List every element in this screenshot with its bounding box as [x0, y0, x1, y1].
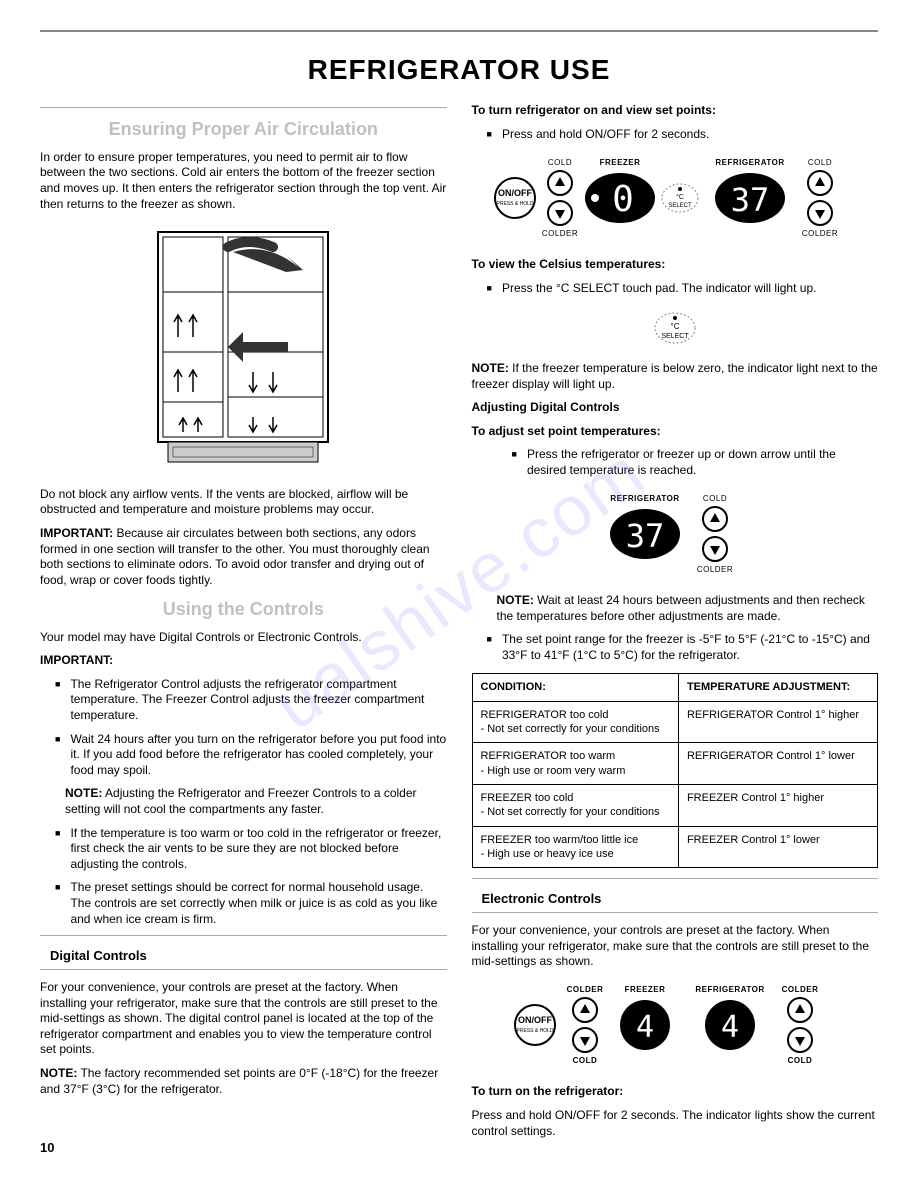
- turn-on-b1: Press and hold ON/OFF for 2 seconds.: [472, 127, 879, 143]
- svg-text:COLDER: COLDER: [697, 565, 733, 574]
- rule: [40, 107, 447, 108]
- svg-text:4: 4: [636, 1010, 654, 1045]
- turn-on2-p: Press and hold ON/OFF for 2 seconds. The…: [472, 1108, 879, 1139]
- air-p1: In order to ensure proper temperatures, …: [40, 150, 447, 212]
- table-header-condition: CONDITION:: [472, 674, 678, 701]
- table-cell: REFRIGERATOR Control 1° lower: [678, 743, 877, 785]
- svg-text:0: 0: [612, 179, 634, 220]
- electronic-controls-header: Electronic Controls: [472, 891, 879, 908]
- svg-text:COLDER: COLDER: [781, 985, 818, 994]
- table-cell: FREEZER Control 1° lower: [678, 826, 877, 868]
- svg-text:FREEZER: FREEZER: [624, 985, 665, 994]
- svg-text:37: 37: [730, 181, 769, 219]
- range-b1: The set point range for the freezer is -…: [472, 632, 879, 663]
- table-header-adjustment: TEMPERATURE ADJUSTMENT:: [678, 674, 877, 701]
- svg-text:PRESS & HOLD: PRESS & HOLD: [496, 201, 533, 207]
- table-cell: REFRIGERATOR Control 1° higher: [678, 701, 877, 743]
- turn-on2-header: To turn on the refrigerator:: [472, 1084, 879, 1100]
- turn-on-header: To turn refrigerator on and view set poi…: [472, 103, 879, 119]
- svg-text:37: 37: [625, 517, 664, 555]
- svg-text:COLDER: COLDER: [566, 985, 603, 994]
- c-select-icon: °C SELECT: [472, 306, 879, 351]
- svg-text:COLDER: COLDER: [802, 229, 838, 238]
- fridge-diagram: [40, 222, 447, 477]
- table-cell: FREEZER Control 1° higher: [678, 784, 877, 826]
- controls-p1: Your model may have Digital Controls or …: [40, 630, 447, 646]
- top-rule: [40, 30, 878, 32]
- rule: [40, 935, 447, 936]
- digital-note: NOTE: The factory recommended set points…: [40, 1066, 447, 1097]
- right-column: To turn refrigerator on and view set poi…: [472, 103, 879, 1147]
- controls-important-label: IMPORTANT:: [40, 653, 447, 669]
- bullet-2: Wait 24 hours after you turn on the refr…: [40, 732, 447, 779]
- table-cell: REFRIGERATOR too warm- High use or room …: [472, 743, 678, 785]
- svg-text:SELECT: SELECT: [668, 203, 692, 209]
- bullet-4: The preset settings should be correct fo…: [40, 880, 447, 927]
- adjust-sub: To adjust set point temperatures:: [472, 424, 879, 440]
- refrigerator-adjust-diagram: REFRIGERATOR 37 COLD COLDER: [472, 489, 879, 584]
- celsius-note: NOTE: If the freezer temperature is belo…: [472, 361, 879, 392]
- svg-text:SELECT: SELECT: [661, 333, 689, 340]
- bullet-2-note: NOTE: Adjusting the Refrigerator and Fre…: [65, 786, 447, 817]
- svg-text:COLD: COLD: [703, 494, 727, 503]
- air-circulation-heading: Ensuring Proper Air Circulation: [40, 118, 447, 141]
- svg-text:FREEZER: FREEZER: [599, 158, 640, 167]
- content-columns: Ensuring Proper Air Circulation In order…: [40, 103, 878, 1147]
- bullet-3: If the temperature is too warm or too co…: [40, 826, 447, 873]
- svg-text:COLD: COLD: [787, 1056, 812, 1065]
- air-p2: Do not block any airflow vents. If the v…: [40, 487, 447, 518]
- table-cell: REFRIGERATOR too cold- Not set correctly…: [472, 701, 678, 743]
- svg-text:REFRIGERATOR: REFRIGERATOR: [610, 494, 679, 503]
- adjust-note: NOTE: Wait at least 24 hours between adj…: [497, 593, 879, 624]
- adjustment-table: CONDITION: TEMPERATURE ADJUSTMENT: REFRI…: [472, 673, 879, 868]
- left-column: Ensuring Proper Air Circulation In order…: [40, 103, 447, 1147]
- rule: [472, 878, 879, 879]
- adjust-header: Adjusting Digital Controls: [472, 400, 879, 416]
- svg-text:°C: °C: [670, 322, 679, 331]
- svg-text:4: 4: [721, 1010, 739, 1045]
- page-number: 10: [40, 1140, 54, 1157]
- svg-text:COLD: COLD: [808, 158, 832, 167]
- table-cell: FREEZER too warm/too little ice- High us…: [472, 826, 678, 868]
- table-cell: FREEZER too cold- Not set correctly for …: [472, 784, 678, 826]
- electronic-control-panel: ON/OFF PRESS & HOLD COLDER COLD FREEZER …: [472, 980, 879, 1075]
- svg-text:°C: °C: [676, 193, 684, 201]
- svg-text:COLD: COLD: [572, 1056, 597, 1065]
- air-important: IMPORTANT: Because air circulates betwee…: [40, 526, 447, 588]
- svg-text:COLD: COLD: [548, 158, 572, 167]
- svg-text:REFRIGERATOR: REFRIGERATOR: [695, 985, 764, 994]
- rule: [472, 912, 879, 913]
- celsius-header: To view the Celsius temperatures:: [472, 257, 879, 273]
- svg-text:COLDER: COLDER: [542, 229, 578, 238]
- controls-heading: Using the Controls: [40, 598, 447, 621]
- svg-text:REFRIGERATOR: REFRIGERATOR: [715, 158, 784, 167]
- svg-text:ON/OFF: ON/OFF: [518, 1015, 552, 1025]
- rule: [40, 969, 447, 970]
- svg-text:ON/OFF: ON/OFF: [498, 188, 532, 198]
- page-title: REFRIGERATOR USE: [40, 52, 878, 88]
- svg-text:PRESS & HOLD: PRESS & HOLD: [516, 1028, 553, 1034]
- digital-control-panel: ON/OFF PRESS & HOLD COLD COLDER FREEZER …: [472, 153, 879, 248]
- celsius-b1: Press the °C SELECT touch pad. The indic…: [472, 281, 879, 297]
- bullet-1: The Refrigerator Control adjusts the ref…: [40, 677, 447, 724]
- digital-controls-header: Digital Controls: [40, 948, 447, 965]
- adjust-b1: Press the refrigerator or freezer up or …: [497, 447, 879, 478]
- electronic-p1: For your convenience, your controls are …: [472, 923, 879, 970]
- digital-p1: For your convenience, your controls are …: [40, 980, 447, 1058]
